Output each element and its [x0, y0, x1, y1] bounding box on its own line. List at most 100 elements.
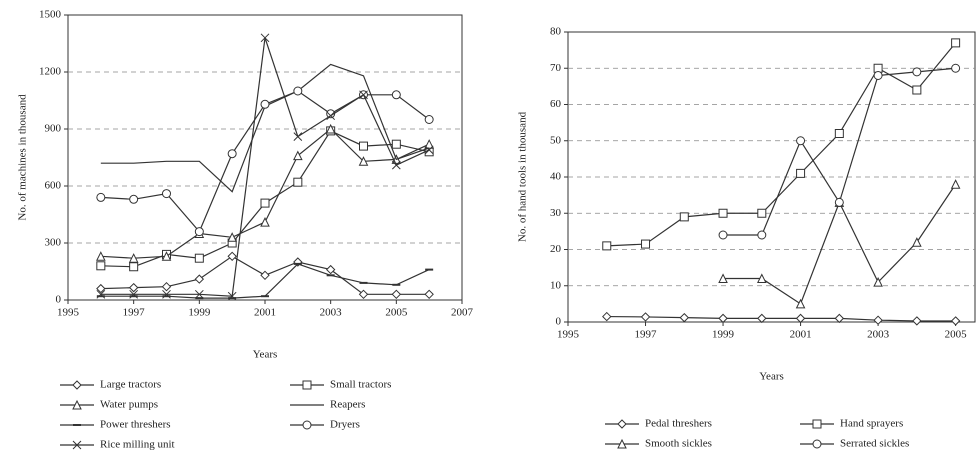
series-line	[100, 63, 430, 193]
point	[602, 241, 612, 251]
point	[359, 141, 368, 151]
point	[260, 99, 270, 109]
point	[194, 227, 204, 237]
point	[679, 212, 689, 222]
y-tick-label: 900	[45, 123, 62, 135]
point	[718, 313, 728, 324]
point	[796, 168, 806, 178]
point	[912, 237, 922, 247]
point	[96, 251, 106, 261]
legend-label: Rice milling unit	[100, 439, 175, 451]
point	[912, 316, 922, 326]
point	[325, 264, 336, 275]
point	[834, 313, 845, 324]
point	[96, 283, 106, 294]
point	[640, 312, 651, 322]
point	[795, 298, 806, 309]
y-tick-label: 60	[550, 98, 562, 110]
point	[679, 312, 689, 323]
point	[950, 316, 961, 326]
legend-label: Serrated sickles	[840, 438, 909, 450]
y-tick-label: 1500	[39, 9, 62, 21]
legend-label: Small tractors	[330, 379, 391, 391]
point	[72, 440, 82, 450]
point	[326, 111, 336, 121]
point	[194, 274, 205, 284]
x-tick-label: 2005	[945, 329, 968, 341]
legend-label: Pedal threshers	[645, 418, 712, 430]
point	[391, 160, 401, 170]
legend-label: Large tractors	[100, 379, 161, 391]
point	[795, 313, 806, 324]
series-line	[100, 263, 430, 299]
point	[359, 90, 368, 100]
y-tick-label: 0	[556, 316, 562, 328]
point	[424, 145, 434, 155]
point	[617, 438, 627, 449]
point	[718, 273, 728, 283]
point	[293, 132, 303, 141]
series-line	[606, 315, 956, 322]
point	[72, 399, 82, 410]
point	[293, 150, 303, 161]
point	[227, 232, 237, 242]
point	[358, 289, 369, 300]
point	[129, 194, 139, 204]
point	[227, 251, 237, 262]
point	[129, 289, 139, 299]
y-tick-label: 50	[550, 134, 562, 146]
point	[718, 208, 728, 218]
point	[162, 189, 171, 199]
point	[757, 273, 767, 283]
legend-label: Reapers	[330, 399, 365, 411]
series-line	[100, 128, 430, 259]
point	[194, 253, 204, 263]
x-tick-label: 1997	[123, 307, 146, 319]
x-axis-label: Years	[253, 349, 278, 361]
point	[128, 253, 139, 263]
y-tick-label: 20	[550, 243, 562, 255]
series-line	[606, 42, 957, 247]
point	[96, 261, 106, 271]
point	[391, 139, 401, 149]
legend-label: Hand sprayers	[840, 418, 903, 430]
x-tick-label: 2005	[385, 307, 408, 319]
point	[302, 420, 312, 430]
point	[358, 156, 369, 166]
point	[96, 192, 106, 202]
point	[128, 282, 139, 293]
x-tick-label: 2003	[320, 307, 343, 319]
y-tick-label: 1200	[39, 66, 62, 78]
point	[391, 289, 402, 300]
point	[260, 216, 270, 227]
y-tick-label: 300	[45, 237, 62, 249]
point	[161, 251, 172, 261]
y-tick-label: 40	[550, 171, 562, 183]
x-tick-label: 2003	[867, 329, 890, 341]
x-tick-label: 1999	[712, 329, 735, 341]
point	[912, 85, 922, 95]
x-axis-label: Years	[759, 371, 784, 383]
y-tick-label: 80	[550, 26, 562, 38]
point	[194, 289, 204, 299]
point	[260, 198, 270, 208]
point	[812, 439, 822, 449]
x-tick-label: 2007	[451, 307, 474, 319]
point	[72, 380, 82, 390]
point	[424, 115, 434, 124]
point	[757, 208, 767, 218]
point	[812, 419, 822, 429]
x-tick-label: 1999	[188, 307, 211, 319]
point	[129, 262, 139, 272]
point	[162, 289, 171, 299]
point	[325, 123, 336, 134]
y-axis-label: No. of machines in thousand	[17, 94, 29, 221]
x-tick-label: 1995	[557, 329, 580, 341]
point	[260, 33, 270, 43]
legend-label: Power threshers	[100, 419, 171, 431]
point	[757, 230, 767, 240]
point	[834, 129, 844, 138]
point	[391, 90, 401, 100]
x-tick-label: 2001	[790, 329, 812, 341]
